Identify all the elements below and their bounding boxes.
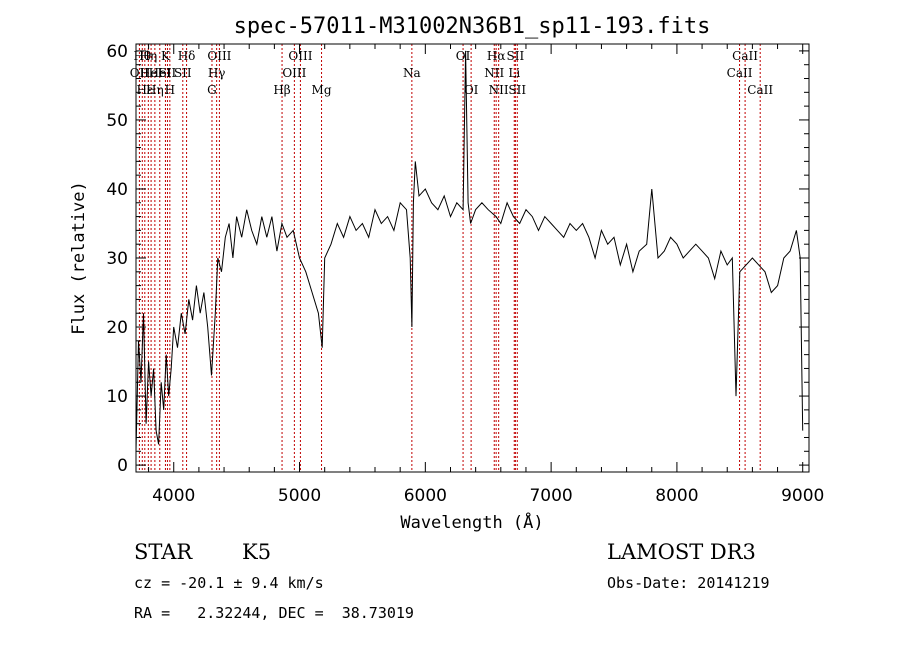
line-label: SII [508, 83, 526, 97]
x-tick-label: 4000 [152, 486, 195, 506]
line-label: CaII [727, 66, 753, 80]
x-tick-label: 6000 [404, 486, 447, 506]
line-label: NII [484, 66, 504, 80]
line-label: OIII [282, 66, 306, 80]
y-tick-label: 60 [106, 42, 128, 62]
line-label: HeI [140, 66, 163, 80]
redshift-text: cz = -20.1 ± 9.4 km/s [134, 574, 324, 592]
line-label: Hδ [178, 49, 196, 63]
emission-line-markers [138, 44, 761, 472]
line-label: H [165, 83, 175, 97]
line-label: OII [130, 66, 150, 80]
line-label: Hε [136, 83, 153, 97]
line-label: OI [456, 49, 471, 63]
y-axis: 0 10 20 30 40 50 60 [106, 42, 809, 476]
line-label: CaII [732, 49, 758, 63]
line-label: Hη [146, 83, 164, 97]
flux-series-line [135, 50, 804, 452]
y-tick-label: 30 [106, 249, 128, 269]
y-tick-label: 20 [106, 318, 128, 338]
object-class: STAR [134, 540, 193, 564]
object-subclass: K5 [242, 540, 272, 564]
line-label: Hγ [208, 66, 226, 80]
line-label: CaII [747, 83, 773, 97]
line-label: SII [159, 66, 177, 80]
y-tick-label: 50 [106, 111, 128, 131]
y-tick-label: 10 [106, 387, 128, 407]
line-label: Hα [487, 49, 506, 63]
x-axis: 4000 5000 6000 7000 8000 9000 [148, 44, 824, 506]
line-label: OI [464, 83, 479, 97]
line-label: Hη [139, 49, 157, 63]
line-label: Hθ [133, 49, 151, 63]
y-tick-label: 40 [106, 180, 128, 200]
line-label: OIII [288, 49, 312, 63]
x-tick-label: 9000 [781, 486, 824, 506]
survey-name: LAMOST DR3 [607, 540, 756, 564]
line-label: Mg [312, 83, 332, 97]
line-label: Hβ [273, 83, 290, 97]
line-label: Li [508, 66, 520, 80]
line-label: G [207, 83, 217, 97]
x-tick-label: 5000 [278, 486, 321, 506]
x-tick-label: 8000 [655, 486, 698, 506]
coordinates-text: RA = 2.32244, DEC = 38.73019 [134, 604, 414, 622]
y-axis-label: Flux (relative) [69, 181, 89, 335]
emission-line-labels: OIIHθHεHηHeIHηHeIKSIIHHδSIIGHγOIIIHβOIII… [130, 49, 774, 97]
line-label: Na [403, 66, 421, 80]
line-label: SII [174, 66, 192, 80]
x-axis-label: Wavelength (Å) [400, 511, 543, 533]
line-label: OIII [207, 49, 231, 63]
x-tick-label: 7000 [529, 486, 572, 506]
line-label: HeI [149, 66, 172, 80]
line-label: SII [507, 49, 525, 63]
obs-date-text: Obs-Date: 20141219 [607, 574, 770, 592]
line-label: K [161, 49, 171, 63]
line-label: NII [489, 83, 509, 97]
y-tick-label: 0 [117, 456, 128, 476]
chart-title: spec-57011-M31002N36B1_sp11-193.fits [234, 14, 711, 39]
